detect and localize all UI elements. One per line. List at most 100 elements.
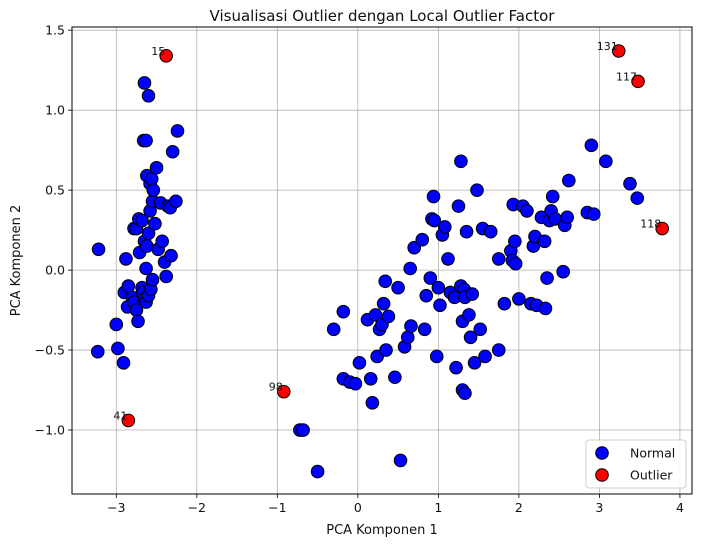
normal-point	[431, 280, 446, 295]
normal-point	[512, 292, 526, 306]
normal-point	[165, 144, 180, 159]
normal-point	[454, 154, 468, 169]
normal-point	[427, 213, 442, 228]
normal-point	[363, 372, 378, 386]
normal-point	[111, 341, 125, 356]
normal-point	[116, 356, 131, 370]
outlier-point	[159, 48, 174, 63]
normal-point	[478, 349, 492, 364]
normal-point	[560, 210, 574, 225]
y-tick-label: 1.5	[45, 23, 65, 38]
outlier-point	[611, 44, 626, 58]
normal-point	[449, 360, 463, 375]
normal-point	[391, 280, 405, 295]
normal-point	[556, 264, 570, 279]
normal-point	[463, 330, 478, 345]
normal-point	[467, 356, 482, 370]
normal-point	[451, 199, 466, 213]
chart-title: Visualisasi Outlier dengan Local Outlier…	[210, 7, 556, 25]
normal-point	[433, 298, 447, 313]
normal-point	[540, 271, 554, 285]
normal-point	[145, 272, 160, 287]
normal-point	[139, 133, 153, 148]
outlier-point	[121, 413, 136, 428]
normal-point	[310, 464, 325, 479]
normal-point	[135, 213, 149, 228]
normal-point	[393, 453, 408, 468]
normal-point	[586, 207, 601, 221]
normal-point	[131, 314, 145, 329]
normal-point	[465, 287, 479, 301]
normal-point	[423, 271, 438, 285]
outlier-index-label: 131	[597, 40, 618, 53]
outlier-index-label: 41	[113, 409, 127, 422]
normal-point	[146, 183, 161, 197]
x-tick-label: 4	[676, 500, 684, 515]
normal-point	[630, 191, 645, 205]
normal-point	[388, 370, 402, 385]
normal-point	[149, 160, 164, 175]
normal-point	[462, 308, 476, 322]
normal-point	[139, 261, 153, 276]
legend-label: Normal	[630, 446, 675, 461]
outlier-index-label: 98	[269, 381, 283, 394]
normal-point	[381, 309, 396, 324]
x-axis-label: PCA Komponen 1	[326, 523, 438, 538]
normal-point	[137, 76, 152, 90]
normal-point	[141, 88, 156, 103]
normal-point	[379, 343, 393, 357]
y-tick-label: −1.0	[35, 423, 65, 438]
normal-point	[407, 240, 422, 255]
normal-point	[483, 224, 498, 239]
normal-point	[148, 216, 162, 231]
normal-point	[537, 234, 552, 249]
normal-point	[109, 317, 124, 332]
outlier-annotations: 15 131 117 118 98 41	[113, 40, 661, 422]
normal-point	[376, 296, 391, 311]
normal-point	[91, 242, 106, 257]
y-tick-label: 1.0	[45, 103, 65, 118]
data-points	[90, 44, 670, 479]
legend-marker	[595, 446, 609, 460]
outlier-point	[631, 74, 645, 89]
normal-point	[400, 330, 415, 345]
x-tick-label: −2	[188, 500, 206, 515]
legend: Normal Outlier	[585, 439, 687, 489]
normal-point	[545, 189, 560, 204]
normal-point	[429, 349, 444, 364]
normal-point	[438, 220, 452, 234]
x-tick-label: 2	[515, 500, 523, 515]
normal-point	[119, 252, 133, 266]
normal-point	[169, 194, 183, 209]
outlier-index-label: 117	[616, 70, 637, 83]
normal-point	[470, 183, 484, 197]
normal-point	[491, 252, 506, 266]
normal-point	[90, 344, 105, 359]
normal-point	[336, 304, 351, 319]
normal-point	[378, 274, 393, 289]
normal-point	[419, 288, 434, 303]
normal-point	[508, 234, 522, 249]
y-axis-label: PCA Komponen 2	[9, 205, 24, 317]
normal-point	[538, 301, 553, 316]
normal-point	[155, 234, 169, 249]
normal-point	[562, 173, 576, 188]
outlier-point	[276, 384, 291, 399]
normal-point	[164, 248, 178, 263]
x-tick-label: −3	[107, 500, 125, 515]
plot-frame	[71, 26, 693, 495]
normal-point	[520, 204, 534, 218]
legend-box	[585, 439, 687, 489]
normal-point	[623, 176, 637, 191]
y-tick-label: 0.5	[45, 183, 65, 198]
normal-point	[508, 256, 523, 271]
normal-point	[441, 252, 455, 266]
normal-point	[473, 322, 488, 337]
normal-point	[599, 154, 613, 169]
normal-point	[326, 322, 341, 337]
normal-point	[296, 423, 310, 437]
normal-point	[348, 376, 363, 391]
x-tick-label: 0	[354, 500, 362, 515]
